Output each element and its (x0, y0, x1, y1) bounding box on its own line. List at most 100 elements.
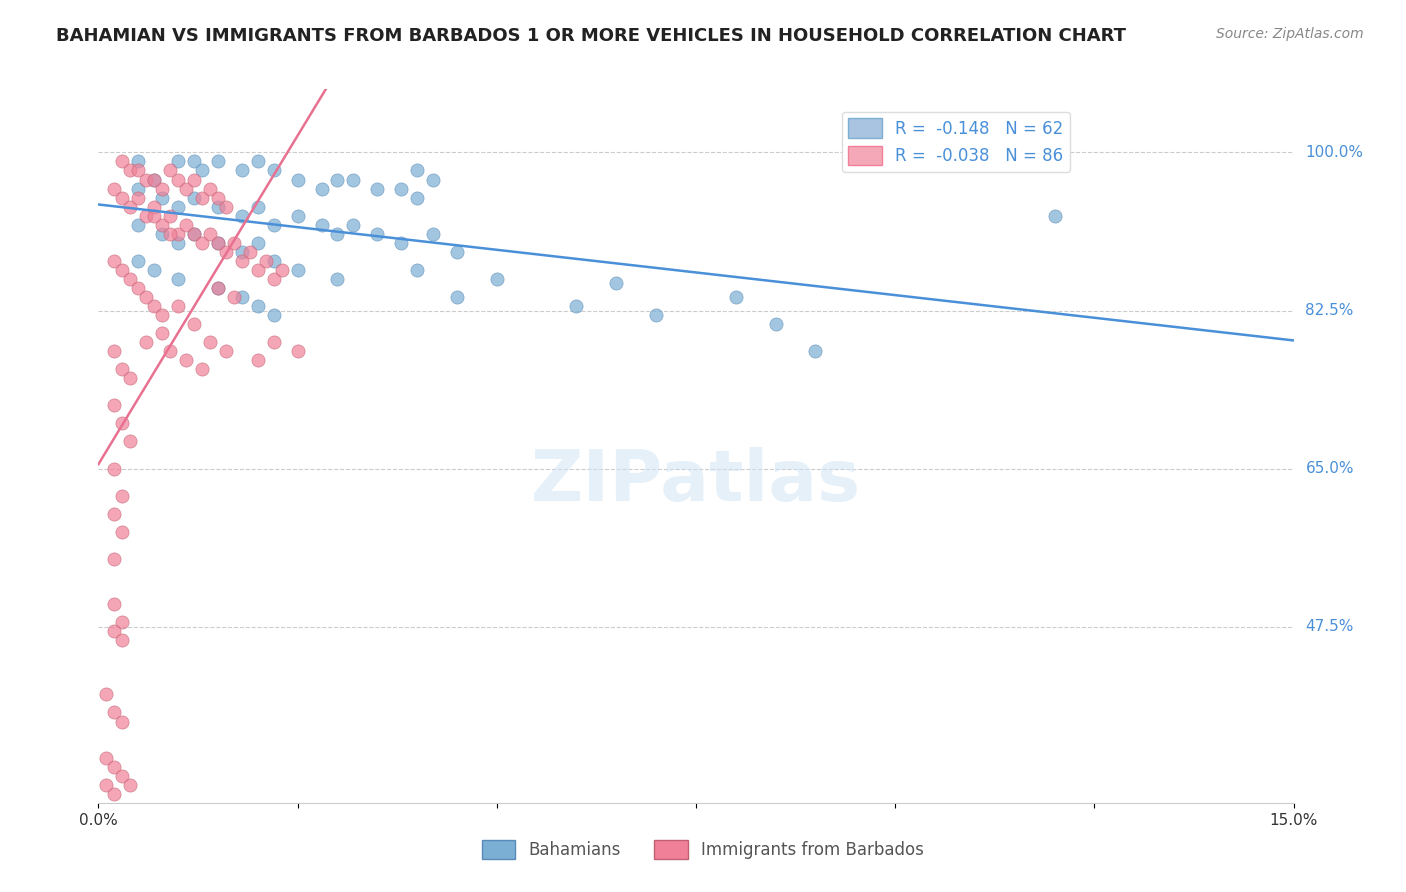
Point (120, 163, 142, 178)
Point (311, 181, 333, 195)
Point (150, 191, 173, 205)
Point (167, 235, 190, 250)
Point (207, 191, 229, 205)
Point (150, 218, 173, 232)
Point (239, 244, 262, 259)
Point (103, 181, 125, 195)
Point (111, 769, 134, 783)
Point (183, 227, 205, 241)
Point (287, 344, 309, 359)
Point (167, 299, 190, 313)
Point (446, 244, 468, 259)
Point (246, 154, 269, 169)
Point (342, 218, 364, 232)
Text: 65.0%: 65.0% (1306, 461, 1354, 476)
Point (111, 362, 134, 376)
Point (127, 163, 149, 178)
Point (150, 227, 173, 241)
Point (207, 200, 229, 214)
Point (254, 253, 277, 268)
Point (96, 687, 118, 701)
Point (231, 209, 253, 223)
Point (263, 335, 285, 350)
Point (103, 706, 125, 720)
Point (111, 263, 134, 277)
Point (311, 218, 333, 232)
Point (287, 172, 309, 186)
Point (207, 154, 229, 169)
Point (111, 714, 134, 729)
Point (103, 624, 125, 639)
Point (159, 227, 181, 241)
Point (103, 507, 125, 521)
Point (96, 750, 118, 764)
Point (103, 787, 125, 801)
Point (446, 290, 468, 304)
Point (342, 172, 364, 186)
Point (183, 172, 205, 186)
Point (183, 154, 205, 169)
Point (127, 154, 149, 169)
Point (406, 263, 429, 277)
Point (174, 353, 197, 368)
Point (422, 172, 444, 186)
Point (207, 235, 229, 250)
Point (103, 253, 125, 268)
Point (246, 235, 269, 250)
Point (246, 200, 269, 214)
Point (143, 172, 166, 186)
Point (103, 597, 125, 611)
Point (127, 218, 149, 232)
Point (159, 163, 181, 178)
Point (120, 371, 142, 385)
Point (231, 290, 253, 304)
Point (183, 227, 205, 241)
Point (111, 633, 134, 648)
Point (198, 181, 221, 195)
Point (222, 235, 245, 250)
Point (215, 244, 238, 259)
Point (111, 191, 134, 205)
Point (422, 227, 444, 241)
Point (366, 181, 388, 195)
Point (263, 253, 285, 268)
Point (127, 191, 149, 205)
Point (174, 181, 197, 195)
Point (263, 272, 285, 286)
Point (127, 281, 149, 295)
Point (1043, 209, 1066, 223)
Point (127, 253, 149, 268)
Legend: Bahamians, Immigrants from Barbados: Bahamians, Immigrants from Barbados (475, 833, 931, 866)
Point (270, 263, 292, 277)
Point (183, 191, 205, 205)
Text: 100.0%: 100.0% (1306, 145, 1364, 160)
Point (231, 253, 253, 268)
Text: BAHAMIAN VS IMMIGRANTS FROM BARBADOS 1 OR MORE VEHICLES IN HOUSEHOLD CORRELATION: BAHAMIAN VS IMMIGRANTS FROM BARBADOS 1 O… (56, 27, 1126, 45)
Point (191, 191, 214, 205)
Point (326, 172, 349, 186)
Point (120, 778, 142, 792)
Point (111, 417, 134, 431)
Point (191, 362, 214, 376)
Point (120, 434, 142, 449)
Point (167, 227, 190, 241)
Point (287, 209, 309, 223)
Point (207, 281, 229, 295)
Point (150, 308, 173, 322)
Point (103, 461, 125, 475)
Point (804, 344, 827, 359)
Point (159, 344, 181, 359)
Point (135, 209, 157, 223)
Point (198, 335, 221, 350)
Point (111, 524, 134, 539)
Point (246, 263, 269, 277)
Point (103, 398, 125, 412)
Point (174, 218, 197, 232)
Point (326, 227, 349, 241)
Point (231, 163, 253, 178)
Point (605, 277, 627, 291)
Point (389, 235, 412, 250)
Point (406, 191, 429, 205)
Point (215, 344, 238, 359)
Point (103, 759, 125, 773)
